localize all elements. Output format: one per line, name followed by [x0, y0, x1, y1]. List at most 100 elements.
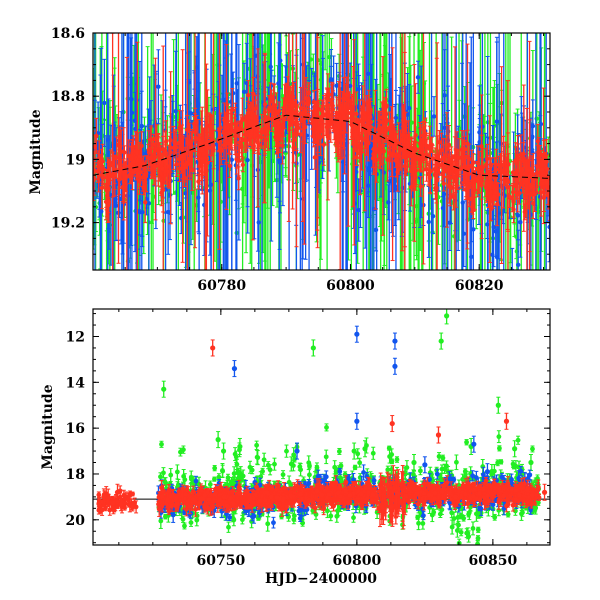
- top-red-point: [417, 153, 422, 172]
- top-red-point: [377, 137, 382, 169]
- bottom-green-point: [352, 464, 358, 471]
- top-data-points: [93, 33, 550, 270]
- top-red-point: [122, 163, 128, 203]
- bottom-green-point: [475, 526, 481, 533]
- bottom-red-outlier: [210, 339, 216, 357]
- bottom-green-point: [284, 444, 289, 458]
- top-red-point: [262, 54, 268, 155]
- top-blue-point: [256, 33, 261, 270]
- bottom-red-point: [508, 486, 514, 493]
- bottom-y-tick-label: 12: [66, 329, 85, 345]
- bottom-red-point: [110, 500, 116, 506]
- bottom-green-point: [212, 465, 218, 472]
- bottom-blue-outlier: [392, 357, 398, 375]
- bottom-red-point: [367, 484, 373, 491]
- bottom-green-point: [163, 513, 168, 520]
- bottom-green-outlier: [220, 442, 227, 460]
- bottom-green-point: [417, 466, 423, 476]
- top-x-tick-label: 60820: [455, 278, 504, 294]
- top-red-point: [160, 160, 166, 178]
- bottom-red-point: [452, 494, 458, 500]
- top-red-point: [93, 134, 98, 159]
- top-blue-point: [156, 49, 161, 125]
- bottom-green-point: [182, 522, 187, 530]
- bottom-red-point: [351, 481, 357, 487]
- top-panel: 60780 60800 60820 18.6 18.8 19 19.2 Magnitude: [28, 26, 551, 294]
- top-blue-point: [183, 33, 188, 270]
- bottom-green-outlier: [161, 380, 167, 398]
- top-red-point: [460, 139, 465, 164]
- bottom-red-outlier: [389, 415, 395, 433]
- top-blue-point: [530, 99, 536, 153]
- top-red-point: [321, 123, 326, 166]
- bottom-x-tick-label: 60800: [333, 553, 382, 569]
- bottom-red-point: [320, 498, 326, 505]
- top-blue-point: [188, 33, 194, 246]
- bottom-red-point: [168, 503, 174, 509]
- bottom-y-tick-label: 16: [66, 421, 85, 437]
- bottom-red-point: [130, 491, 135, 497]
- bottom-blue-outlier: [422, 456, 428, 474]
- top-red-point: [126, 139, 131, 173]
- bottom-green-point: [226, 521, 231, 533]
- bottom-green-point: [212, 476, 217, 482]
- top-red-point: [276, 101, 282, 121]
- bottom-red-point: [432, 490, 438, 496]
- bottom-green-outlier: [237, 437, 243, 455]
- top-blue-point: [99, 47, 104, 270]
- bottom-red-point: [458, 493, 464, 500]
- bottom-green-outlier: [438, 332, 444, 350]
- bottom-x-axis-label: HJD−2400000: [265, 571, 377, 587]
- top-blue-point: [129, 33, 135, 270]
- bottom-blue-outlier: [392, 332, 398, 350]
- bottom-green-point: [324, 423, 329, 432]
- bottom-red-outlier: [435, 426, 442, 444]
- bottom-green-outlier: [528, 453, 534, 472]
- bottom-green-outlier: [495, 396, 501, 414]
- top-red-point: [518, 160, 523, 189]
- bottom-green-point: [307, 463, 312, 469]
- top-y-tick-label: 18.8: [51, 89, 85, 105]
- bottom-green-point: [497, 445, 502, 452]
- bottom-green-point: [159, 440, 164, 448]
- top-red-point: [335, 117, 341, 163]
- bottom-blue-outlier: [231, 360, 238, 378]
- bottom-green-point: [261, 452, 267, 467]
- bottom-green-point: [464, 439, 469, 446]
- bottom-green-point: [394, 456, 400, 463]
- top-y-tick-label: 18.6: [51, 26, 85, 42]
- bottom-red-point: [96, 491, 102, 499]
- bottom-green-point: [351, 512, 356, 523]
- bottom-green-point: [496, 430, 502, 444]
- top-red-point: [428, 149, 433, 195]
- bottom-red-point: [100, 499, 106, 505]
- top-blue-point: [415, 60, 421, 94]
- bottom-red-point: [236, 490, 242, 497]
- top-red-point: [475, 161, 480, 177]
- bottom-green-outlier: [351, 442, 357, 460]
- bottom-green-point: [168, 468, 174, 482]
- bottom-green-point: [272, 457, 277, 471]
- top-blue-point: [518, 186, 523, 258]
- bottom-green-outlier: [310, 339, 316, 357]
- top-red-point: [360, 109, 365, 135]
- bottom-green-point: [530, 445, 535, 453]
- bottom-red-outlier: [541, 483, 548, 501]
- top-blue-point: [471, 33, 476, 270]
- top-red-point: [312, 145, 318, 170]
- top-blue-point: [431, 96, 437, 137]
- top-red-point: [294, 33, 299, 248]
- bottom-green-point: [174, 464, 180, 480]
- top-blue-point: [139, 33, 144, 270]
- bottom-y-axis-label: Magnitude: [40, 384, 56, 469]
- top-red-point: [240, 97, 245, 143]
- bottom-green-point: [255, 450, 261, 466]
- top-red-point: [281, 97, 286, 138]
- bottom-y-tick-label: 20: [66, 513, 86, 529]
- top-red-point: [116, 33, 121, 264]
- bottom-green-point: [188, 518, 194, 527]
- bottom-y-tick-label: 18: [66, 467, 85, 483]
- top-red-point: [134, 135, 139, 181]
- bottom-green-point: [475, 539, 480, 545]
